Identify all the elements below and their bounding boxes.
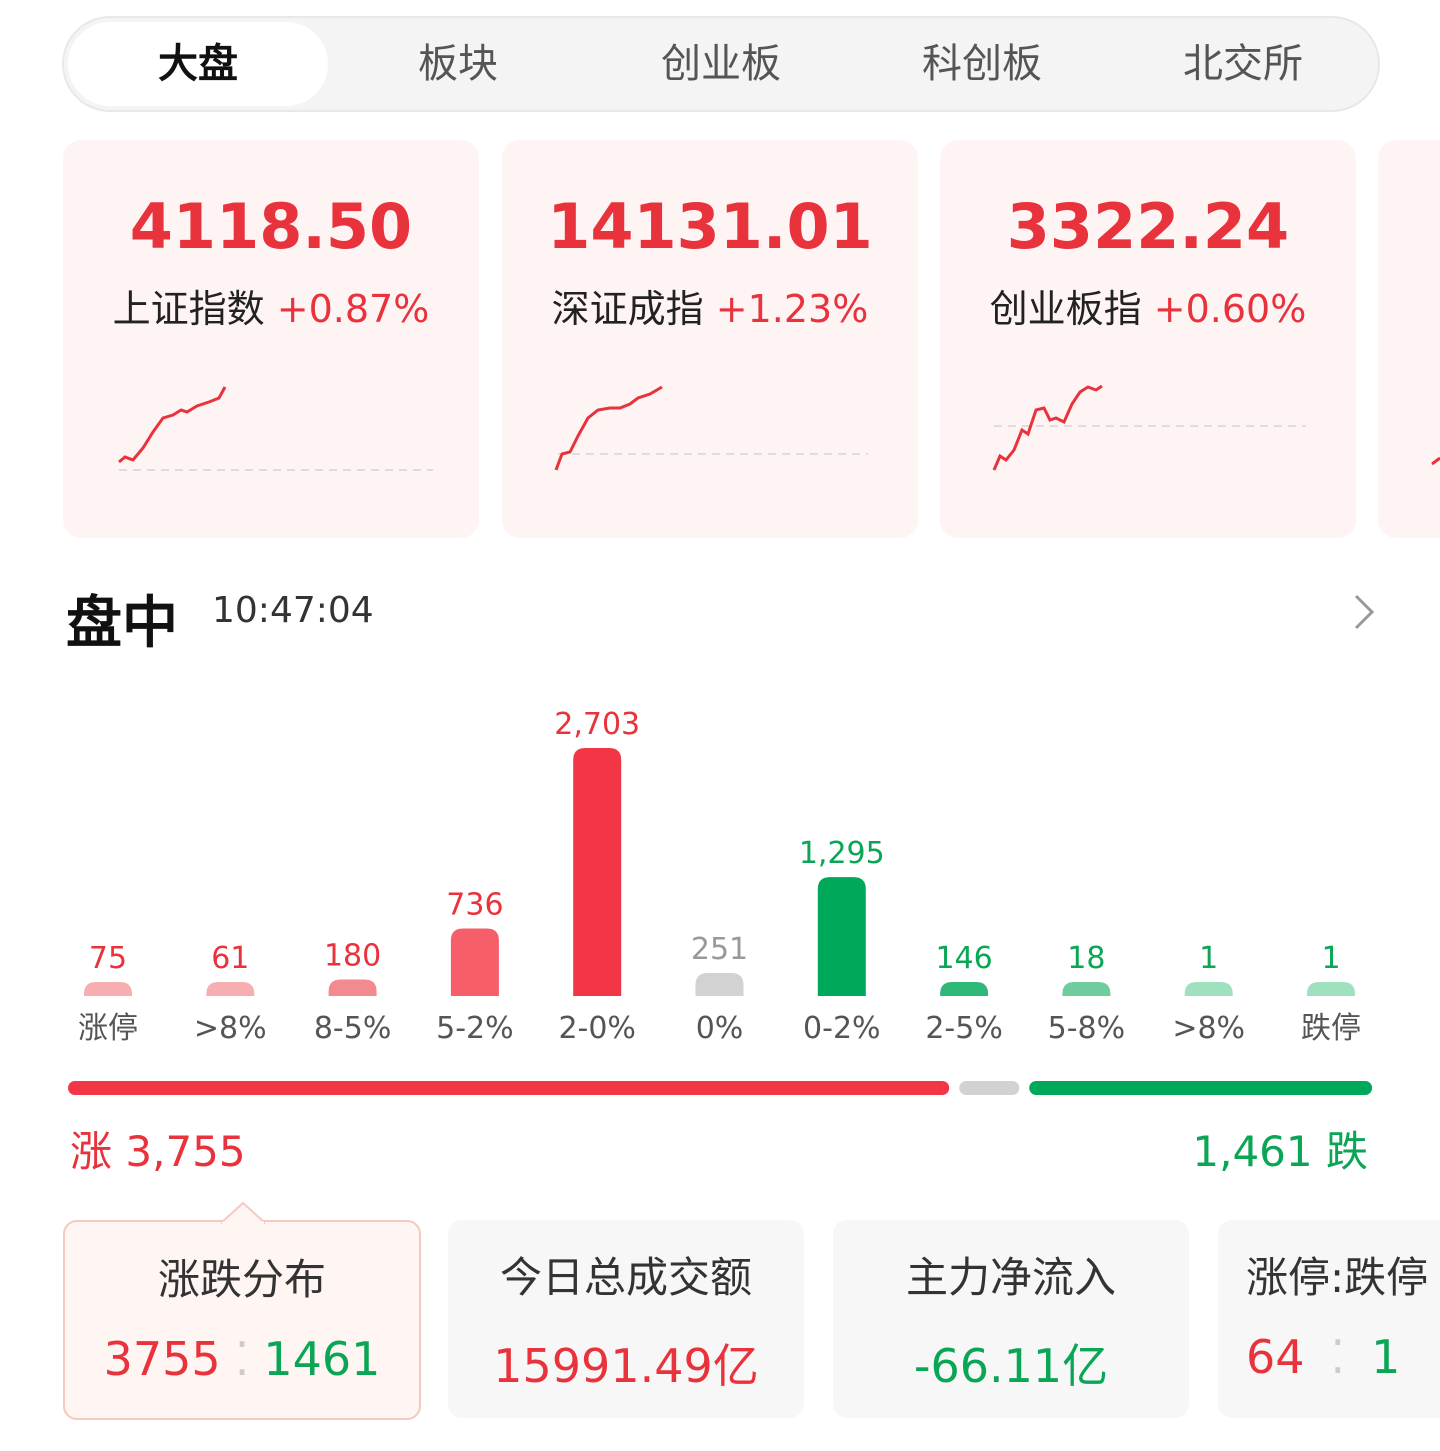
value-label: 1 <box>1199 941 1218 976</box>
index-name: 深证成指 +1.23% <box>502 278 918 333</box>
section-time: 10:47:04 <box>212 590 374 631</box>
index-card[interactable]: 3322.24 创业板指 +0.60% <box>940 140 1356 538</box>
bar <box>940 982 989 996</box>
change: +1.23% <box>715 287 869 331</box>
category-label: 5-8% <box>1048 1011 1126 1046</box>
sparkline <box>1431 456 1440 466</box>
value-label: 1,295 <box>799 836 885 871</box>
name: 创业板指 <box>989 287 1142 331</box>
stat-card[interactable]: 涨跌分布 3755 ⁚ 1461 <box>63 1202 421 1420</box>
card-value: 15991.49亿 <box>493 1339 759 1393</box>
card-title: 涨跌分布 <box>157 1255 326 1304</box>
index-name: 上证指数 +0.87% <box>63 278 479 333</box>
bar <box>695 972 744 996</box>
category-label: 2-5% <box>925 1011 1003 1046</box>
breadth-segment <box>68 1081 950 1095</box>
tab[interactable]: 创业板 <box>661 41 781 87</box>
rise-label: 涨 <box>70 1127 113 1176</box>
value-label: 146 <box>935 941 992 976</box>
bar <box>1307 982 1355 996</box>
stat-card[interactable]: 主力净流入 -66.11亿 <box>833 1220 1189 1418</box>
rise-value: 3,755 <box>125 1127 246 1176</box>
value-label: 61 <box>211 941 249 976</box>
category-label: 跌停 <box>1301 1011 1361 1046</box>
category-label: 0% <box>696 1011 744 1046</box>
category-label: >8% <box>194 1011 267 1046</box>
index-card[interactable]: 14131.01 深证成指 +1.23% <box>502 140 918 538</box>
value-label: 180 <box>324 938 381 973</box>
bar <box>450 928 499 996</box>
chevron[interactable] <box>1350 592 1380 634</box>
tab[interactable]: 大盘 <box>68 22 328 106</box>
bar <box>1184 982 1233 996</box>
sparkline <box>992 384 1306 471</box>
tab[interactable]: 北交所 <box>1183 41 1303 87</box>
bar <box>1062 982 1111 996</box>
bar <box>206 982 255 996</box>
index-value: 3322.24 <box>1006 190 1290 263</box>
tab[interactable]: 科创板 <box>922 41 1042 87</box>
bar <box>84 982 132 996</box>
card-value: 3755 ⁚ 1461 <box>103 1332 381 1386</box>
bar <box>573 748 622 996</box>
rise-count: 涨 3,755 <box>70 1118 246 1179</box>
category-label: >8% <box>1172 1011 1245 1046</box>
index-name: 创业板指 +0.60% <box>940 278 1356 333</box>
index-card[interactable] <box>1378 140 1440 538</box>
left: 3755 <box>103 1332 221 1386</box>
fall-value: 1,461 <box>1192 1127 1313 1176</box>
value-label: 2,703 <box>554 707 640 742</box>
card-title: 涨停:跌停 <box>1246 1253 1429 1302</box>
section-title: 盘中 <box>66 591 178 656</box>
index-card[interactable]: 4118.50 上证指数 +0.87% <box>63 140 479 538</box>
sparkline <box>118 386 433 471</box>
category-label: 5-2% <box>436 1011 514 1046</box>
category-label: 涨停 <box>78 1011 138 1046</box>
card-title: 今日总成交额 <box>499 1253 752 1302</box>
notch <box>221 1202 265 1224</box>
fall-label: 跌 <box>1325 1127 1368 1176</box>
name: 深证成指 <box>551 287 704 331</box>
sparkline <box>554 385 868 471</box>
right: 1461 <box>263 1332 381 1386</box>
index-value: 14131.01 <box>547 190 873 263</box>
right: 1 <box>1371 1330 1401 1384</box>
category-label: 0-2% <box>803 1011 881 1046</box>
change: +0.60% <box>1153 287 1307 331</box>
tab[interactable]: 板块 <box>418 41 498 87</box>
fall-count: 1,461 跌 <box>1192 1118 1368 1179</box>
distribution-chart: 75 涨停 61 >8% 180 8-5% 736 5-2% 2,703 2-0% 251 0% 1,2… <box>78 707 1361 1046</box>
breadth-segment <box>1029 1081 1373 1095</box>
stat-card[interactable]: 今日总成交额 15991.49亿 <box>448 1220 804 1418</box>
bar <box>817 877 866 996</box>
name: 上证指数 <box>112 287 265 331</box>
value-label: 251 <box>691 932 748 967</box>
bar <box>328 979 377 996</box>
left: 64 <box>1246 1330 1305 1384</box>
stat-card[interactable]: 涨停:跌停 64 ⁚ 1 <box>1218 1220 1440 1418</box>
tab-bar: 大盘 板块 创业板 科创板 北交所 <box>62 16 1380 112</box>
index-value: 4118.50 <box>129 190 413 263</box>
card-title: 主力净流入 <box>905 1253 1116 1302</box>
value-label: 736 <box>446 887 503 922</box>
card-value: 64 ⁚ 1 <box>1246 1330 1401 1384</box>
breadth-segment <box>959 1081 1020 1095</box>
value-label: 75 <box>89 941 127 976</box>
breadth-bar <box>68 1081 1373 1095</box>
change: +0.87% <box>276 287 430 331</box>
value-label: 18 <box>1067 941 1105 976</box>
category-label: 2-0% <box>558 1011 636 1046</box>
card-value: -66.11亿 <box>913 1339 1109 1393</box>
category-label: 8-5% <box>314 1011 392 1046</box>
value-label: 1 <box>1321 941 1340 976</box>
